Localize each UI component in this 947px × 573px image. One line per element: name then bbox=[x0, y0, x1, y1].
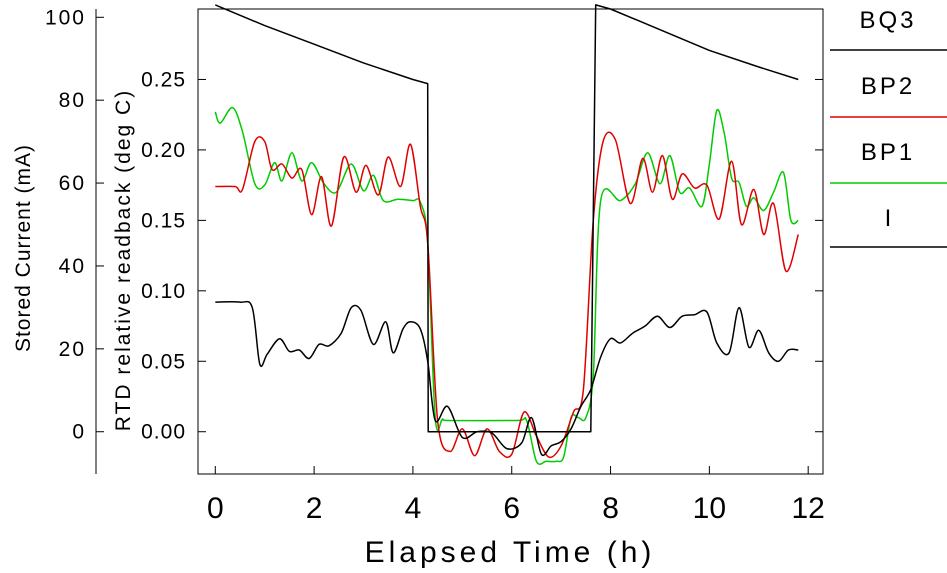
y-axis-title-current: Stored Current (mA) bbox=[12, 144, 35, 352]
x-tick-label: 0 bbox=[207, 492, 224, 525]
legend-label-i: I bbox=[885, 205, 892, 232]
x-axis-title: Elapsed Time (h) bbox=[365, 536, 656, 569]
series-line-bp2 bbox=[215, 131, 800, 459]
rtd-tick-label: 0.05 bbox=[141, 350, 186, 373]
legend-label-bq3: BQ3 bbox=[859, 7, 916, 34]
series-lines bbox=[214, 4, 800, 465]
x-ticks: 0 2 4 6 8 10 12 bbox=[207, 466, 825, 525]
legend-label-bp1: BP1 bbox=[861, 139, 915, 166]
rtd-tick-label: 0.20 bbox=[141, 139, 186, 162]
legend: BQ3 BP2 BP1 I bbox=[830, 7, 947, 248]
rtd-tick-label: 0.15 bbox=[141, 209, 186, 232]
series-line-i bbox=[215, 4, 799, 433]
y-axis-title-rtd: RTD relative readback (deg C) bbox=[112, 89, 135, 431]
current-tick-label: 40 bbox=[59, 255, 86, 278]
plot-frame-group bbox=[197, 8, 824, 475]
legend-label-bp2: BP2 bbox=[861, 73, 915, 100]
rtd-ticks: 0.00 0.05 0.10 0.15 0.20 0.25 bbox=[141, 68, 823, 444]
series-line-bp1 bbox=[214, 106, 799, 465]
x-tick-label: 6 bbox=[503, 492, 520, 525]
current-tick-label: 0 bbox=[72, 421, 86, 444]
current-tick-label: 60 bbox=[59, 172, 86, 195]
rtd-tick-label: 0.00 bbox=[141, 421, 186, 444]
x-tick-label: 12 bbox=[791, 492, 824, 525]
x-tick-label: 2 bbox=[306, 492, 323, 525]
plot-frame bbox=[197, 8, 824, 475]
x-tick-label: 10 bbox=[693, 492, 726, 525]
rtd-tick-label: 0.25 bbox=[141, 68, 186, 91]
rtd-tick-label: 0.10 bbox=[141, 280, 186, 303]
current-ticks: 0 20 40 60 80 100 bbox=[45, 6, 104, 444]
current-tick-label: 20 bbox=[59, 338, 86, 361]
series-line-bq3 bbox=[215, 300, 799, 457]
current-tick-label: 100 bbox=[45, 6, 86, 29]
x-tick-label: 8 bbox=[602, 492, 619, 525]
current-tick-label: 80 bbox=[59, 89, 86, 112]
x-tick-label: 4 bbox=[405, 492, 422, 525]
